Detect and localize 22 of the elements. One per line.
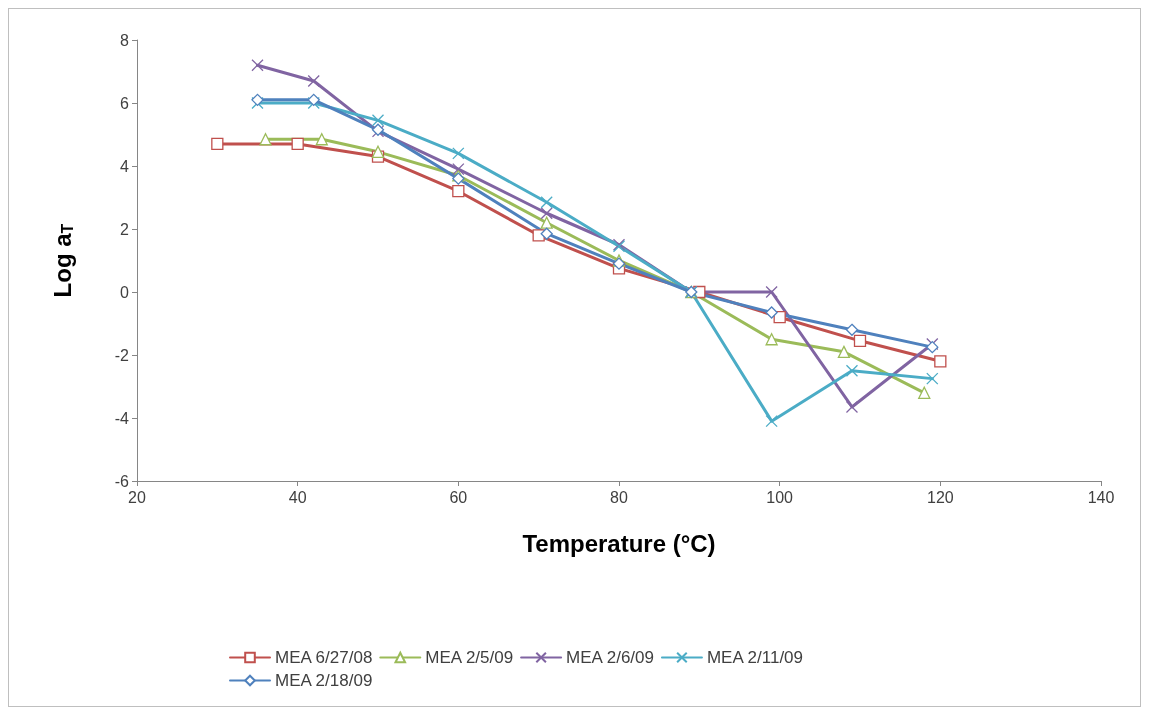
x-axis-title: Temperature (°C) [522, 529, 716, 557]
legend-label: MEA 2/18/09 [275, 671, 373, 690]
y-axis-title: Log aT [48, 223, 76, 298]
x-tick-label: 40 [288, 488, 307, 506]
y-tick-label: 8 [120, 31, 130, 49]
legend-label: MEA 2/5/09 [425, 648, 514, 667]
y-tick-label: 2 [120, 220, 130, 238]
y-tick-label: 6 [120, 94, 130, 112]
x-tick-label: 120 [926, 488, 954, 506]
legend-label: MEA 2/6/09 [566, 648, 654, 667]
y-tick-label: 4 [120, 157, 130, 175]
x-tick-label: 140 [1087, 488, 1115, 506]
x-tick-label: 20 [128, 488, 146, 506]
legend-label: MEA 6/27/08 [275, 648, 373, 667]
y-tick-label: -6 [114, 472, 130, 490]
x-tick-label: 80 [610, 488, 628, 506]
y-tick-label: -4 [114, 409, 130, 427]
y-tick-label: 0 [120, 283, 130, 301]
legend-label: MEA 2/11/09 [706, 648, 804, 667]
y-tick-label: -2 [114, 346, 130, 364]
x-tick-label: 60 [449, 488, 468, 506]
x-tick-label: 100 [766, 488, 794, 506]
